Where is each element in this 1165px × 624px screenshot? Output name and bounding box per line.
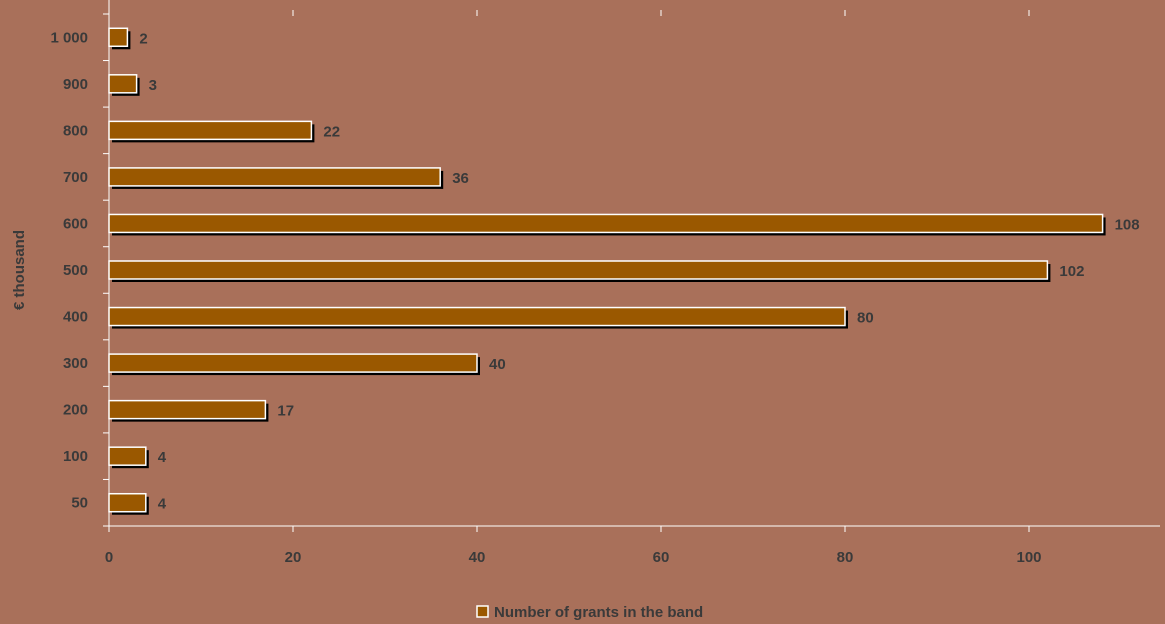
- y-tick-label: 600: [63, 215, 88, 232]
- data-label: 4: [158, 496, 167, 513]
- x-axis-top-ticks: [292, 10, 1030, 16]
- bar: [108, 120, 313, 141]
- data-label: 80: [857, 310, 874, 327]
- data-labels: 4 4 17 40 80 102 108 36 22 3 2: [139, 30, 1139, 512]
- x-tick-label: 20: [285, 549, 302, 566]
- x-tick-label: 80: [837, 549, 854, 566]
- x-tick-label: 100: [1016, 549, 1041, 566]
- bar: [108, 167, 441, 187]
- data-label: 17: [277, 403, 294, 420]
- bar: [108, 306, 846, 327]
- legend-swatch: [476, 605, 489, 618]
- bar: [108, 446, 147, 466]
- bars: [108, 27, 1106, 515]
- y-tick-label: 800: [63, 122, 88, 139]
- bar: [108, 213, 1104, 234]
- y-tick-label: 900: [63, 76, 88, 93]
- x-tick-label: 40: [469, 549, 486, 566]
- legend[interactable]: Number of grants in the band: [476, 604, 703, 621]
- x-tick-label: 60: [653, 549, 670, 566]
- data-label: 36: [452, 170, 469, 187]
- x-axis-ticks: 0 20 40 60 80 100: [105, 526, 1042, 566]
- data-label: 3: [149, 77, 157, 94]
- y-tick-label: 1 000: [50, 29, 88, 46]
- bar: [108, 260, 1049, 280]
- data-label: 2: [139, 30, 147, 47]
- y-axis-title: € thousand: [11, 230, 28, 310]
- y-tick-label: 700: [63, 169, 88, 186]
- y-tick-label: 400: [63, 309, 88, 326]
- data-label: 4: [158, 449, 167, 466]
- bar: [108, 353, 478, 373]
- legend-label: Number of grants in the band: [494, 604, 703, 621]
- data-label: 108: [1115, 216, 1140, 233]
- y-tick-label: 200: [63, 402, 88, 419]
- data-label: 22: [323, 123, 340, 140]
- y-axis-ticks: 50 100 200 300 400 500 600 700 800 900 1 000: [50, 13, 109, 527]
- y-tick-label: 100: [63, 448, 88, 465]
- bar: [108, 492, 147, 513]
- x-tick-label: 0: [105, 549, 113, 566]
- bar: [108, 74, 138, 94]
- y-tick-label: 50: [71, 495, 88, 512]
- y-tick-label: 300: [63, 355, 88, 372]
- bar: [108, 27, 129, 48]
- data-label: 40: [489, 356, 506, 373]
- bar: [108, 399, 267, 420]
- y-tick-label: 500: [63, 262, 88, 279]
- data-label: 102: [1059, 263, 1084, 280]
